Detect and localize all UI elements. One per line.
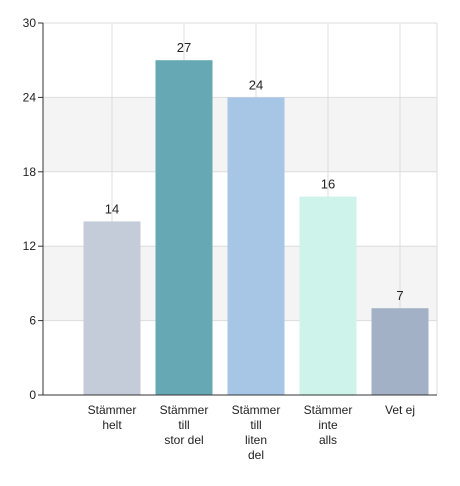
y-tick-label: 0 bbox=[29, 388, 36, 402]
category-label-line: helt bbox=[102, 418, 122, 432]
bars bbox=[83, 60, 429, 396]
bar bbox=[83, 221, 141, 395]
category-label-line: Stämmer bbox=[304, 403, 353, 417]
y-tick-label: 12 bbox=[23, 239, 37, 253]
category-label: Stämmer inte alls bbox=[304, 403, 353, 447]
data-labels: 14 27 24 16 7 bbox=[105, 40, 404, 303]
category-label-line: inte bbox=[318, 418, 338, 432]
category-label-line: Vet ej bbox=[385, 403, 415, 417]
category-label-line: stor del bbox=[164, 433, 203, 447]
y-tick-label: 6 bbox=[29, 314, 36, 328]
data-label: 7 bbox=[396, 288, 403, 303]
category-label: Stämmer till liten del bbox=[232, 403, 281, 462]
data-label: 14 bbox=[105, 201, 119, 216]
data-label: 27 bbox=[177, 40, 191, 55]
bar bbox=[227, 97, 285, 396]
category-label: Stämmer helt bbox=[88, 403, 137, 432]
bar bbox=[155, 60, 213, 395]
category-label-line: till bbox=[178, 418, 189, 432]
category-label-line: alls bbox=[319, 433, 337, 447]
y-axis-ticks: 0 6 12 18 24 30 bbox=[23, 16, 43, 402]
data-label: 24 bbox=[249, 77, 263, 92]
category-label-line: liten bbox=[245, 433, 267, 447]
category-label: Stämmer till stor del bbox=[160, 403, 209, 447]
category-label-line: till bbox=[250, 418, 261, 432]
category-label-line: Stämmer bbox=[88, 403, 137, 417]
data-label: 16 bbox=[321, 177, 335, 192]
y-tick-label: 30 bbox=[23, 16, 37, 30]
category-label-line: Stämmer bbox=[232, 403, 281, 417]
bar bbox=[371, 308, 429, 395]
category-label-line: Stämmer bbox=[160, 403, 209, 417]
y-tick-label: 18 bbox=[23, 165, 37, 179]
y-tick-label: 24 bbox=[23, 90, 37, 104]
axes bbox=[42, 23, 437, 396]
bar bbox=[299, 196, 357, 395]
category-label: Vet ej bbox=[385, 403, 415, 417]
category-label-line: del bbox=[248, 448, 264, 462]
